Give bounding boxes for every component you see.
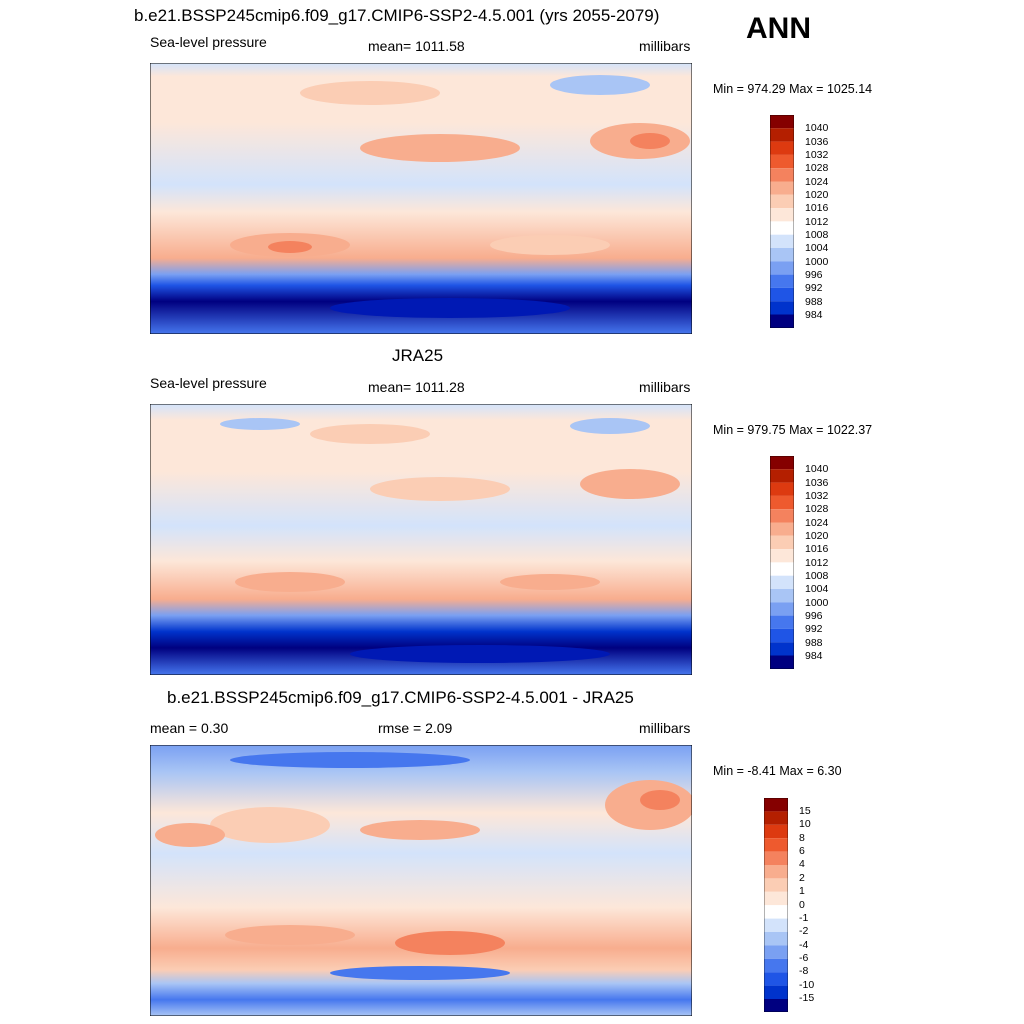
panel-2-cbar-label: 1004 [805, 583, 829, 595]
panel-1-cbar-label: 1024 [805, 176, 829, 188]
panel-3-units: millibars [639, 720, 691, 736]
panel-2-mean: mean= 1011.28 [368, 379, 465, 395]
panel-3-cbar-label: 8 [799, 832, 805, 844]
panel-3-cbar-label: 15 [799, 805, 811, 817]
panel-1-title: b.e21.BSSP245cmip6.f09_g17.CMIP6-SSP2-4.… [134, 6, 660, 25]
panel-2-cbar-label: 988 [805, 637, 823, 649]
panel-2-cbar-label: 1024 [805, 517, 829, 529]
panel-2-cbar-label: 996 [805, 610, 823, 622]
panel-1-cbar-label: 1000 [805, 256, 829, 268]
panel-3-cbar-label: -6 [799, 952, 809, 964]
panel-2-cbar-label: 1032 [805, 490, 829, 502]
panel-3-cbar-label: -1 [799, 912, 809, 924]
panel-3-cbar-label: -15 [799, 992, 815, 1004]
panel-2-cbar-label: 1008 [805, 570, 829, 582]
panel-1-cbar-label: 984 [805, 309, 823, 321]
panel-2-cbar-label: 1016 [805, 543, 829, 555]
panel-3-cbar-label: 1 [799, 885, 805, 897]
panel-2-cbar-label: 1040 [805, 463, 829, 475]
panel-1-mean: mean= 1011.58 [368, 38, 465, 54]
panel-1-cbar-label: 1036 [805, 136, 829, 148]
panel-2-cbar-label: 992 [805, 623, 823, 635]
panel-3-title: b.e21.BSSP245cmip6.f09_g17.CMIP6-SSP2-4.… [167, 688, 634, 707]
panel-1-cbar-label: 1040 [805, 122, 829, 134]
panel-2-cbar-label: 1028 [805, 503, 829, 515]
panel-1-map [150, 63, 692, 334]
panel-3-cbar-label: -8 [799, 965, 809, 977]
panel-3-cbar-label: 2 [799, 872, 805, 884]
panel-2-cbar-label: 1012 [805, 557, 829, 569]
panel-3-cbar-label: 4 [799, 858, 805, 870]
panel-1-minmax: Min = 974.29 Max = 1025.14 [713, 82, 873, 96]
panel-3-minmax: Min = -8.41 Max = 6.30 [713, 764, 842, 778]
panel-1-cbar-label: 1028 [805, 162, 829, 174]
panel-3-cbar-label: 6 [799, 845, 805, 857]
panel-3-cbar-label: -2 [799, 925, 809, 937]
panel-3-mean: mean = 0.30 [150, 720, 229, 736]
panel-1-cbar-label: 992 [805, 282, 823, 294]
panel-1-colorbar [770, 115, 794, 328]
panel-3-cbar-label: -10 [799, 979, 815, 991]
panel-1-cbar-label: 996 [805, 269, 823, 281]
panel-1-cbar-label: 1008 [805, 229, 829, 241]
panel-1-cbar-label: 1016 [805, 202, 829, 214]
panel-3-cbar-label: 10 [799, 818, 811, 830]
panel-1-units: millibars [639, 38, 691, 54]
panel-1-cbar-label: 1012 [805, 216, 829, 228]
panel-2-cbar-label: 1020 [805, 530, 829, 542]
panel-1-cbar-label: 1004 [805, 242, 829, 254]
panel-3-rmse: rmse = 2.09 [378, 720, 453, 736]
panel-2-map [150, 404, 692, 675]
panel-2-minmax: Min = 979.75 Max = 1022.37 [713, 423, 873, 437]
panel-3-cbar-label: 0 [799, 899, 805, 911]
season-label: ANN [746, 12, 811, 45]
panel-2-cbar-label: 1000 [805, 597, 829, 609]
panel-3-cbar-label: -4 [799, 939, 809, 951]
panel-2-colorbar [770, 456, 794, 669]
panel-3-map [150, 745, 692, 1016]
panel-2-cbar-label: 1036 [805, 477, 829, 489]
panel-1-variable: Sea-level pressure [150, 34, 267, 50]
panel-1-cbar-label: 1032 [805, 149, 829, 161]
panel-2-units: millibars [639, 379, 691, 395]
panel-2-cbar-label: 984 [805, 650, 823, 662]
panel-3-colorbar [764, 798, 788, 1012]
panel-1-cbar-label: 1020 [805, 189, 829, 201]
panel-2-variable: Sea-level pressure [150, 375, 267, 391]
panel-1-cbar-label: 988 [805, 296, 823, 308]
panel-2-title: JRA25 [392, 346, 444, 365]
